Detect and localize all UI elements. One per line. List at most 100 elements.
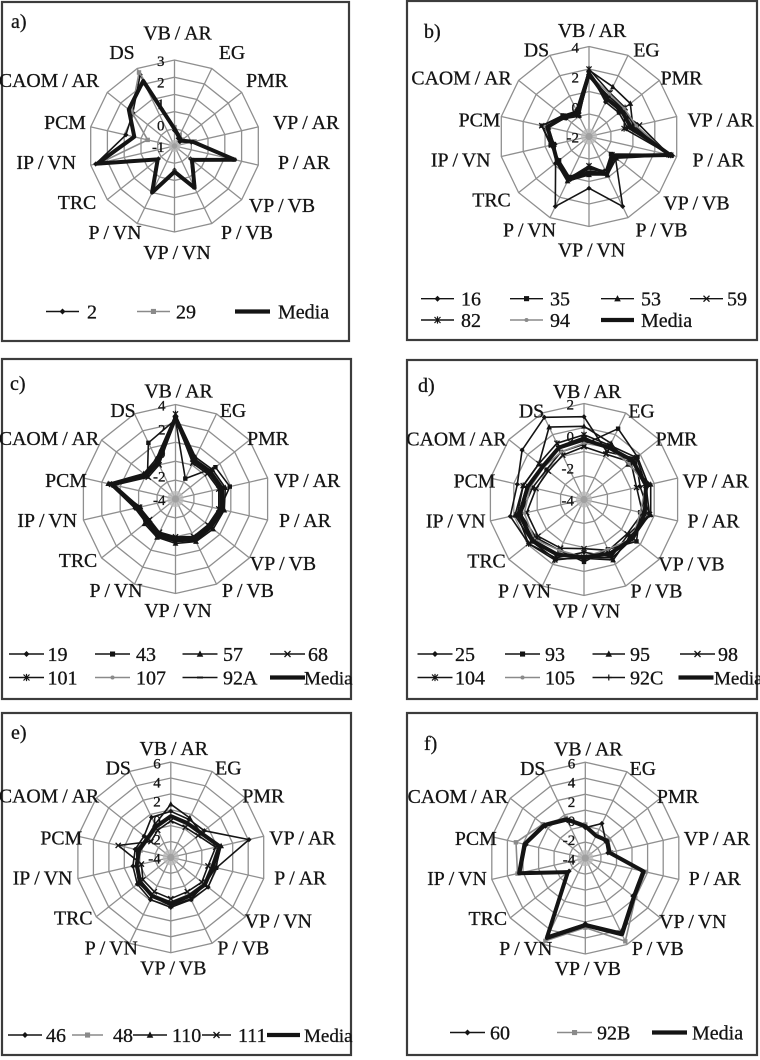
svg-text:TRC: TRC — [59, 550, 97, 572]
svg-text:53: 53 — [641, 289, 661, 311]
svg-text:95: 95 — [630, 644, 650, 666]
svg-text:P / VN: P / VN — [85, 937, 138, 959]
svg-text:111: 111 — [238, 1025, 267, 1047]
svg-text:PCM: PCM — [455, 828, 497, 850]
svg-text:92C: 92C — [630, 668, 663, 690]
svg-text:P / VB: P / VB — [222, 580, 274, 602]
svg-text:VP / VN: VP / VN — [245, 910, 312, 932]
svg-text:IP / VN: IP / VN — [17, 510, 77, 532]
svg-text:c): c) — [10, 373, 26, 395]
svg-text:0: 0 — [158, 446, 166, 462]
svg-text:92A: 92A — [223, 668, 258, 690]
svg-text:68: 68 — [308, 644, 328, 666]
svg-text:VP / VB: VP / VB — [140, 957, 206, 979]
svg-text:VP / AR: VP / AR — [688, 109, 755, 131]
svg-text:P / AR: P / AR — [278, 152, 331, 174]
svg-text:CAOM / AR: CAOM / AR — [0, 785, 100, 807]
svg-text:DS: DS — [106, 757, 131, 779]
svg-text:0: 0 — [157, 119, 165, 135]
svg-text:PMR: PMR — [661, 67, 704, 89]
svg-text:VP / VB: VP / VB — [249, 195, 315, 217]
svg-text:e): e) — [11, 722, 27, 744]
svg-text:P / VB: P / VB — [221, 222, 273, 244]
svg-text:IP / VN: IP / VN — [426, 510, 486, 532]
svg-text:-1: -1 — [152, 140, 165, 156]
svg-text:TRC: TRC — [467, 550, 505, 572]
svg-text:PCM: PCM — [40, 827, 82, 849]
svg-text:2: 2 — [87, 302, 97, 324]
svg-text:PCM: PCM — [459, 109, 501, 131]
svg-text:35: 35 — [550, 289, 570, 311]
svg-text:VP / AR: VP / AR — [684, 828, 751, 850]
svg-text:VP / VN: VP / VN — [558, 239, 625, 261]
svg-text:59: 59 — [727, 289, 747, 311]
svg-text:TRC: TRC — [58, 192, 96, 214]
svg-text:94: 94 — [550, 310, 570, 332]
svg-text:TRC: TRC — [469, 908, 507, 930]
svg-text:PMR: PMR — [656, 428, 699, 450]
svg-text:PCM: PCM — [44, 112, 86, 134]
svg-text:PMR: PMR — [247, 428, 290, 450]
svg-text:PMR: PMR — [657, 786, 700, 808]
svg-text:VP / AR: VP / AR — [273, 112, 340, 134]
svg-text:92B: 92B — [597, 1023, 630, 1045]
svg-text:P / AR: P / AR — [274, 867, 327, 889]
svg-text:VP / AR: VP / AR — [269, 827, 336, 849]
svg-text:VP / VN: VP / VN — [553, 600, 620, 622]
svg-text:IP / VN: IP / VN — [427, 868, 487, 890]
svg-text:EG: EG — [628, 400, 654, 422]
svg-text:P / VB: P / VB — [631, 580, 683, 602]
svg-text:110: 110 — [172, 1025, 201, 1047]
svg-text:82: 82 — [461, 310, 481, 332]
svg-text:-4: -4 — [148, 852, 161, 868]
svg-text:VB / AR: VB / AR — [143, 22, 212, 44]
svg-text:b): b) — [424, 21, 441, 43]
svg-text:-2: -2 — [567, 131, 580, 147]
svg-text:4: 4 — [153, 775, 161, 791]
svg-text:-4: -4 — [563, 852, 576, 868]
svg-text:IP / VN: IP / VN — [13, 867, 73, 889]
svg-text:-2: -2 — [153, 470, 166, 486]
svg-text:-4: -4 — [153, 493, 166, 509]
svg-text:107: 107 — [136, 668, 166, 690]
svg-text:VP / VB: VP / VB — [250, 553, 316, 575]
svg-text:3: 3 — [157, 54, 165, 70]
svg-text:P / VB: P / VB — [632, 938, 684, 960]
svg-text:VP / VN: VP / VN — [659, 911, 726, 933]
svg-text:16: 16 — [461, 289, 481, 311]
svg-text:P / VN: P / VN — [503, 219, 556, 241]
svg-text:2: 2 — [568, 795, 576, 811]
svg-text:f): f) — [424, 733, 437, 755]
svg-text:101: 101 — [48, 668, 78, 690]
svg-text:DS: DS — [520, 758, 545, 780]
svg-text:P / VN: P / VN — [89, 222, 142, 244]
svg-text:-2: -2 — [563, 833, 576, 849]
svg-text:a): a) — [11, 11, 27, 33]
svg-text:VB / AR: VB / AR — [140, 738, 209, 760]
svg-text:P / AR: P / AR — [688, 510, 741, 532]
svg-text:P / VB: P / VB — [217, 937, 269, 959]
svg-text:CAOM / AR: CAOM / AR — [406, 428, 507, 450]
svg-text:-2: -2 — [148, 833, 161, 849]
svg-text:104: 104 — [455, 668, 485, 690]
svg-text:2: 2 — [157, 76, 165, 92]
svg-text:-4: -4 — [562, 494, 575, 510]
svg-text:46: 46 — [46, 1025, 66, 1047]
svg-text:4: 4 — [568, 776, 576, 792]
svg-text:CAOM / AR: CAOM / AR — [0, 428, 100, 450]
svg-text:CAOM / AR: CAOM / AR — [408, 786, 509, 808]
svg-text:P / AR: P / AR — [279, 510, 332, 532]
svg-text:P / VN: P / VN — [498, 580, 551, 602]
svg-text:Media: Media — [714, 669, 760, 690]
svg-text:VP / AR: VP / AR — [683, 470, 750, 492]
svg-text:Media: Media — [304, 1026, 353, 1047]
svg-text:EG: EG — [220, 400, 246, 422]
svg-text:DS: DS — [110, 400, 135, 422]
svg-text:43: 43 — [136, 644, 156, 666]
svg-text:P / VN: P / VN — [499, 938, 552, 960]
svg-text:29: 29 — [176, 302, 196, 324]
svg-text:IP / VN: IP / VN — [431, 149, 491, 171]
svg-text:19: 19 — [48, 644, 68, 666]
svg-text:P / AR: P / AR — [689, 868, 742, 890]
svg-text:DS: DS — [519, 400, 544, 422]
